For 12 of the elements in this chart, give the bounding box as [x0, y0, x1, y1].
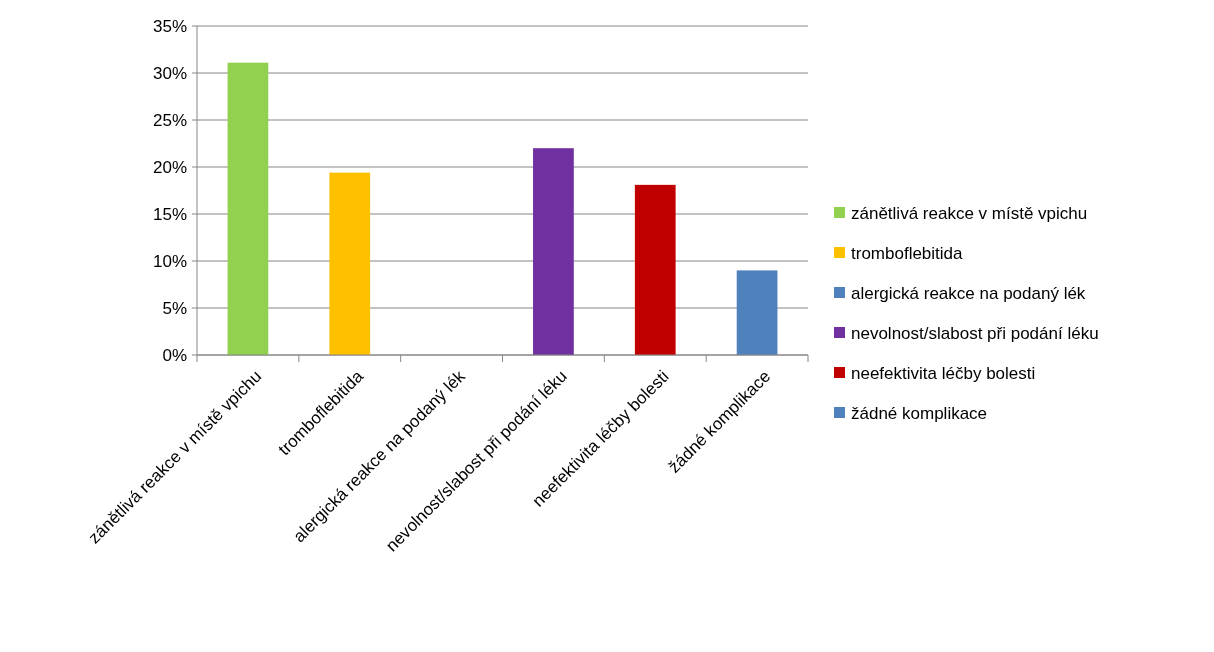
legend-label: nevolnost/slabost při podání léku: [851, 323, 1099, 343]
y-tick-label: 10%: [152, 251, 187, 271]
y-tick-label: 20%: [152, 157, 187, 177]
y-tick-label: 15%: [152, 204, 187, 224]
y-tick-label: 5%: [162, 298, 187, 318]
legend-label: tromboflebitida: [851, 243, 964, 263]
y-tick-label: 30%: [152, 63, 187, 83]
y-tick-label: 35%: [152, 16, 187, 36]
y-tick-label: 0%: [162, 345, 187, 365]
legend-label: zánětlivá reakce v místě vpichu: [851, 203, 1088, 223]
legend-label: alergická reakce na podaný lék: [851, 283, 1086, 303]
y-tick-label: 25%: [152, 110, 187, 130]
